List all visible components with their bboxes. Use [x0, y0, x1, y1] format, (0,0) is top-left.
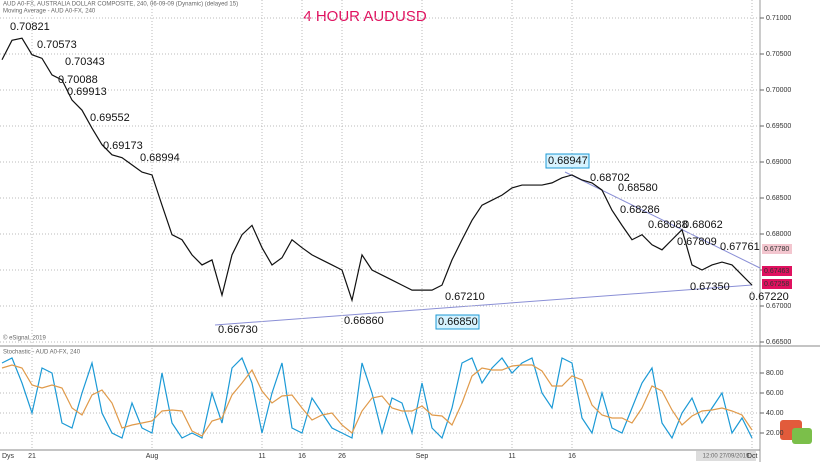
chart-title: 4 HOUR AUDUSD — [303, 8, 427, 25]
x-axis-label: Dys — [2, 453, 15, 460]
y-tick-label: 20.00 — [766, 430, 784, 437]
series-line — [1, 364, 753, 437]
price-annotation: 0.68088 — [648, 219, 688, 231]
x-tick-label: 16 — [568, 453, 576, 460]
price-annotation: 0.69552 — [90, 112, 130, 124]
x-tick-label: 11 — [258, 453, 265, 460]
annotation-box — [435, 314, 480, 330]
price-tag-box — [762, 279, 792, 289]
price-annotation: 0.66730 — [218, 324, 258, 336]
x-tick-label: 16 — [298, 453, 306, 460]
price-annotation: 0.70343 — [65, 56, 105, 68]
y-tick-label: 0.68000 — [766, 231, 791, 238]
price-annotation: 0.67761 — [720, 241, 760, 253]
price-annotation: 0.68702 — [590, 172, 630, 184]
price-annotation: 0.70821 — [10, 21, 50, 33]
price-tag: 0.67463 — [764, 268, 789, 275]
x-tick-label: Aug — [146, 453, 159, 460]
x-tick-label: 26 — [338, 453, 346, 460]
copyright: © eSignal, 2019 — [3, 335, 46, 342]
x-tick-label: Sep — [416, 453, 429, 460]
price-annotation: 0.70088 — [58, 74, 98, 86]
annotation-box — [545, 153, 590, 169]
price-annotation: 0.67210 — [445, 291, 485, 303]
x-tick-label: Oct — [747, 453, 758, 460]
y-tick-label: 0.67000 — [766, 303, 791, 310]
y-tick-label: 40.00 — [766, 410, 784, 417]
price-tag-box — [762, 244, 792, 254]
price-annotation: 0.69913 — [67, 86, 107, 98]
price-annotation: 0.68286 — [620, 204, 660, 216]
price-annotation: 0.69173 — [103, 140, 143, 152]
series-line — [1, 37, 753, 303]
x-tick-label: 21 — [28, 453, 36, 460]
price-annotation: 0.66850 — [438, 316, 478, 328]
app-icon — [792, 428, 812, 444]
price-annotation: 0.66860 — [344, 315, 384, 327]
x-tick-label: 11 — [508, 453, 515, 460]
resistance-trendline — [564, 171, 761, 269]
price-annotation: 0.70573 — [37, 39, 77, 51]
y-tick-label: 0.69500 — [766, 123, 791, 130]
price-annotation: 0.68580 — [618, 182, 658, 194]
support-trendline — [214, 284, 753, 326]
price-tag-box — [762, 266, 792, 276]
y-tick-label: 0.66500 — [766, 339, 791, 346]
y-tick-label: 0.70500 — [766, 51, 791, 58]
y-tick-label: 0.69000 — [766, 159, 791, 166]
cursor-label: 12:00 27/09/2019 — [703, 454, 750, 460]
price-annotation: 0.67220 — [749, 291, 789, 303]
price-annotation: 0.67809 — [677, 236, 717, 248]
y-tick-label: 0.71000 — [766, 15, 791, 22]
price-tag: 0.67780 — [764, 246, 789, 253]
y-tick-label: 80.00 — [766, 370, 784, 377]
header-line: AUD A0-FX, AUSTRALIA DOLLAR COMPOSITE, 2… — [3, 2, 238, 8]
price-annotation: 0.68947 — [548, 155, 588, 167]
y-tick-label: 0.70000 — [766, 87, 791, 94]
y-tick-label: 60.00 — [766, 390, 784, 397]
price-annotation: 0.68062 — [683, 219, 723, 231]
price-tag: 0.67258 — [764, 281, 789, 288]
price-annotation: 0.68994 — [140, 152, 180, 164]
panel-title: Stochastic - AUD A0-FX, 240 — [3, 350, 81, 356]
price-annotation: 0.67350 — [690, 281, 730, 293]
cursor-box — [696, 451, 756, 461]
header-line: Moving Average - AUD A0-FX, 240 — [3, 9, 96, 15]
y-tick-label: 0.68500 — [766, 195, 791, 202]
